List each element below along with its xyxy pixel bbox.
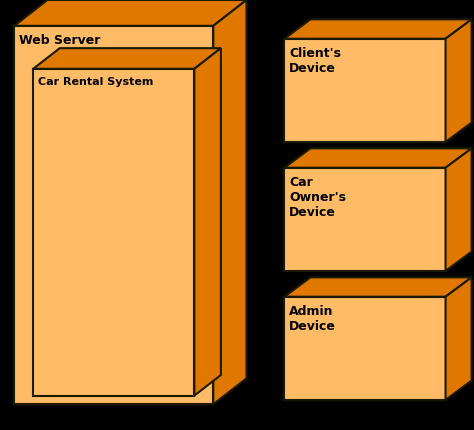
Polygon shape [213, 0, 246, 404]
Polygon shape [284, 39, 446, 142]
Polygon shape [284, 148, 472, 168]
Polygon shape [446, 277, 472, 400]
Polygon shape [14, 0, 246, 26]
Polygon shape [33, 69, 194, 396]
Polygon shape [284, 297, 446, 400]
Text: Client's
Device: Client's Device [289, 47, 341, 75]
Text: Car
Owner's
Device: Car Owner's Device [289, 176, 346, 219]
Text: Admin
Device: Admin Device [289, 305, 336, 333]
Polygon shape [284, 19, 472, 39]
Polygon shape [446, 148, 472, 271]
Polygon shape [446, 19, 472, 142]
Text: Car Rental System: Car Rental System [38, 77, 153, 87]
Polygon shape [194, 48, 221, 396]
Polygon shape [284, 277, 472, 297]
Polygon shape [33, 48, 221, 69]
Polygon shape [14, 26, 213, 404]
Text: Web Server: Web Server [19, 34, 100, 47]
Polygon shape [284, 168, 446, 271]
